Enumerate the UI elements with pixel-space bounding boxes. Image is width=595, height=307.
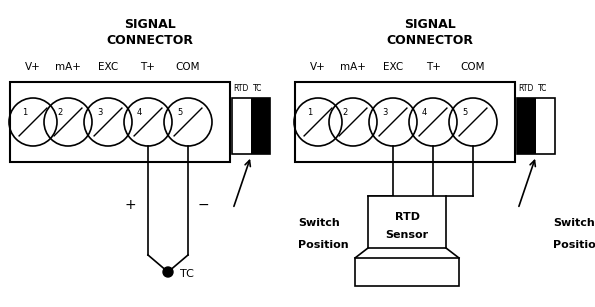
Text: Position: Position xyxy=(553,240,595,250)
Text: 4: 4 xyxy=(422,108,427,117)
Text: COM: COM xyxy=(176,62,201,72)
Text: Switch: Switch xyxy=(553,218,595,228)
Text: 4: 4 xyxy=(137,108,142,117)
Circle shape xyxy=(163,267,173,277)
Text: V+: V+ xyxy=(25,62,41,72)
Text: 1: 1 xyxy=(22,108,27,117)
Bar xyxy=(368,196,446,248)
Text: EXC: EXC xyxy=(383,62,403,72)
Text: −: − xyxy=(198,198,209,212)
Text: 2: 2 xyxy=(342,108,347,117)
Bar xyxy=(232,98,251,154)
Bar xyxy=(517,98,555,154)
Bar xyxy=(536,98,555,154)
Bar xyxy=(251,98,270,154)
Text: RTD: RTD xyxy=(394,212,419,222)
Text: V+: V+ xyxy=(310,62,326,72)
Text: TC: TC xyxy=(180,269,194,279)
Bar xyxy=(10,82,230,162)
Text: T+: T+ xyxy=(425,62,440,72)
Text: T+: T+ xyxy=(140,62,155,72)
Text: 2: 2 xyxy=(57,108,62,117)
Text: 3: 3 xyxy=(97,108,102,117)
Text: 5: 5 xyxy=(177,108,182,117)
Text: mA+: mA+ xyxy=(55,62,81,72)
Text: COM: COM xyxy=(461,62,486,72)
Text: CONNECTOR: CONNECTOR xyxy=(387,34,474,47)
Text: 5: 5 xyxy=(462,108,467,117)
Text: SIGNAL: SIGNAL xyxy=(404,18,456,31)
Text: mA+: mA+ xyxy=(340,62,366,72)
Text: EXC: EXC xyxy=(98,62,118,72)
Text: 1: 1 xyxy=(307,108,312,117)
Bar xyxy=(232,98,270,154)
Text: RTD: RTD xyxy=(233,84,248,93)
Text: 3: 3 xyxy=(382,108,387,117)
Text: TC: TC xyxy=(538,84,547,93)
Text: Position: Position xyxy=(298,240,349,250)
Text: +: + xyxy=(124,198,136,212)
Text: Sensor: Sensor xyxy=(386,230,428,240)
Text: TC: TC xyxy=(253,84,262,93)
Text: Switch: Switch xyxy=(298,218,340,228)
Text: RTD: RTD xyxy=(518,84,533,93)
Text: CONNECTOR: CONNECTOR xyxy=(107,34,193,47)
Bar xyxy=(295,82,515,162)
Bar xyxy=(517,98,536,154)
Bar xyxy=(355,258,459,286)
Text: SIGNAL: SIGNAL xyxy=(124,18,176,31)
